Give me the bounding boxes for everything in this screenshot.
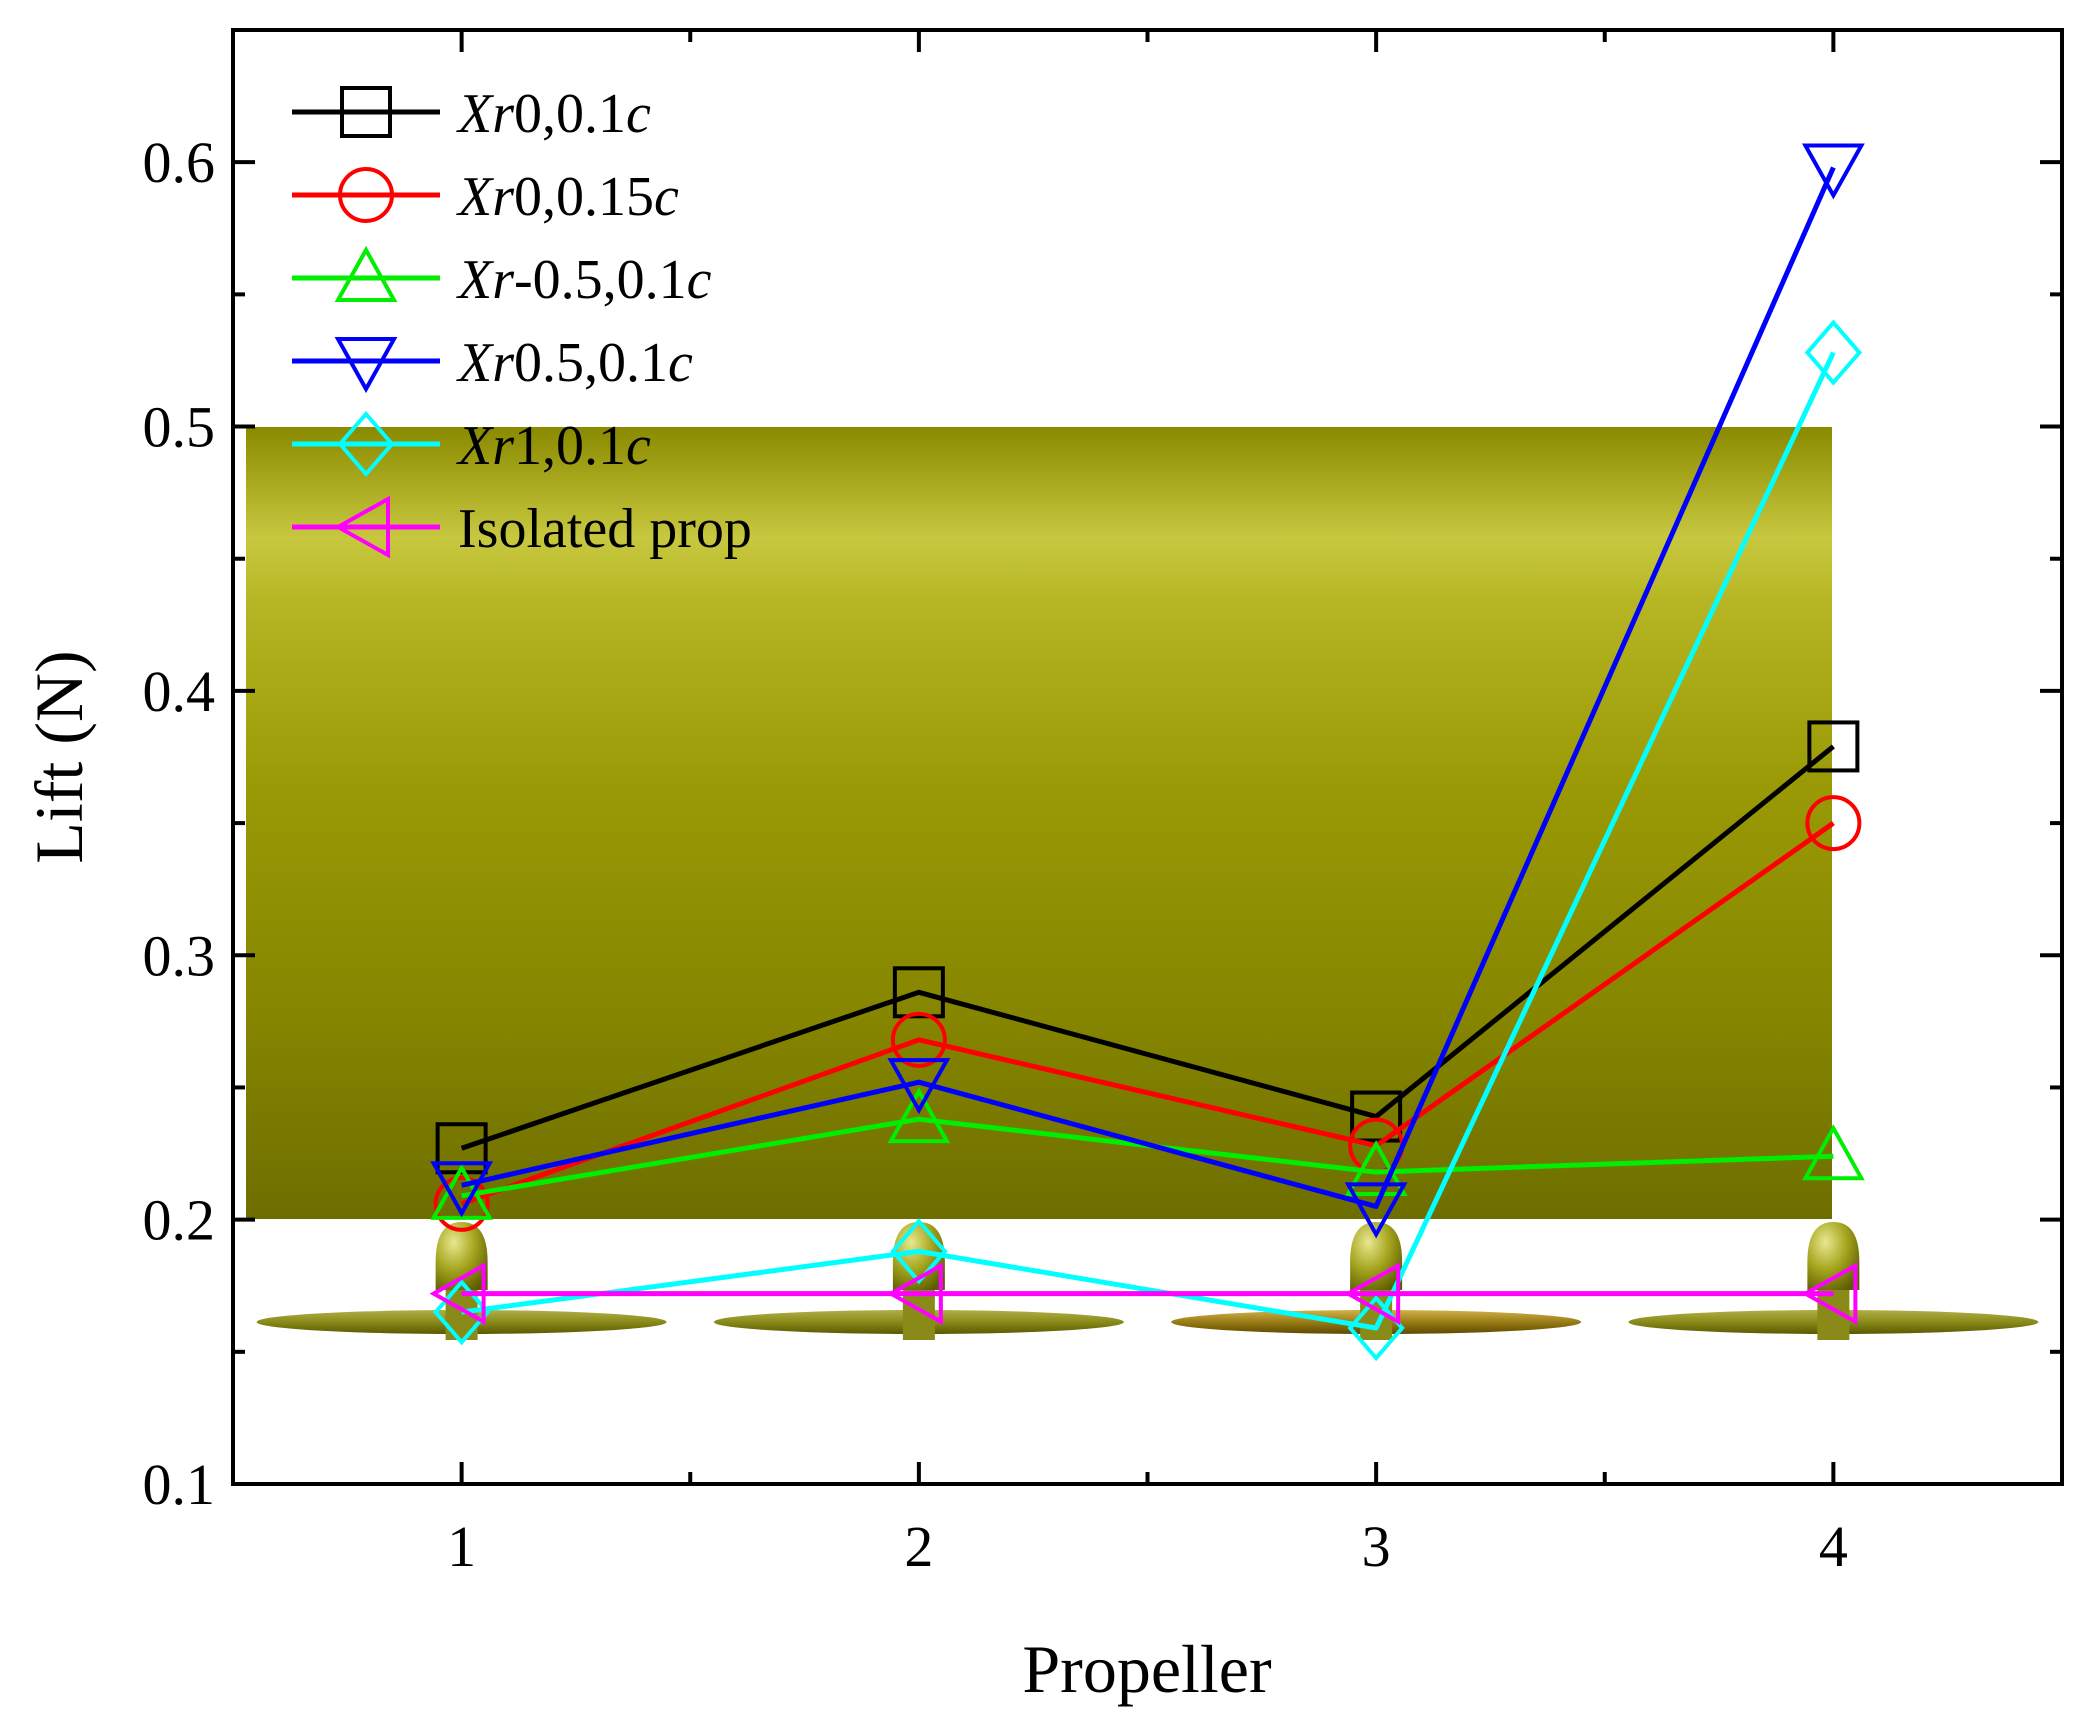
legend-entry-5: Xr1,0.1c <box>292 410 651 478</box>
legend-label: Xr1,0.1c <box>456 415 651 477</box>
data-point-marker <box>887 1087 951 1144</box>
legend-label: Xr0,0.15c <box>456 166 679 228</box>
x-tick-label: 1 <box>447 1514 476 1579</box>
data-point-marker <box>887 1058 951 1115</box>
x-tick-label: 3 <box>1362 1514 1391 1579</box>
legend-entry-2: Xr0,0.15c <box>292 166 679 228</box>
y-tick-label: 0.5 <box>143 395 216 460</box>
legend-entry-6: Isolated prop <box>292 495 752 560</box>
series-4 <box>430 143 1865 1239</box>
y-tick-label: 0.2 <box>143 1188 216 1253</box>
data-point-marker <box>1801 143 1865 200</box>
series-line <box>461 166 1836 1209</box>
data-point-marker <box>429 1262 486 1326</box>
data-point-marker <box>1344 1262 1401 1326</box>
series-layer <box>429 143 1865 1362</box>
data-point-marker <box>1807 720 1860 773</box>
x-tick-label: 2 <box>904 1514 933 1579</box>
data-point-marker <box>430 1161 494 1218</box>
series-line <box>460 821 1835 1207</box>
data-point-marker <box>430 1163 494 1220</box>
y-tick-label: 0.1 <box>143 1452 216 1517</box>
x-tick-label: 4 <box>1819 1514 1848 1579</box>
propeller-4 <box>1628 1222 2039 1340</box>
series-line <box>460 744 1835 1151</box>
y-axis-title: Lift (N) <box>21 650 97 863</box>
legend-entry-4: Xr0.5,0.1c <box>292 332 693 394</box>
data-point-marker <box>432 1279 491 1346</box>
legend-label: Isolated prop <box>458 498 752 560</box>
legend-label: Xr0,0.1c <box>456 83 651 145</box>
data-point-marker <box>1805 795 1862 852</box>
legend-entry-1: Xr0,0.1c <box>292 83 651 145</box>
legend-marker <box>340 86 392 138</box>
data-point-marker <box>890 1218 948 1285</box>
legend: Xr0,0.1c Xr0,0.15c Xr-0.5,0.1c Xr0.5,0.1c Xr… <box>292 83 752 560</box>
legend-label: Xr-0.5,0.1c <box>456 249 712 311</box>
data-point-marker <box>1344 1182 1408 1239</box>
wing-body <box>246 427 1832 1219</box>
y-tick-label: 0.3 <box>143 923 216 988</box>
legend-marker <box>334 245 398 302</box>
legend-entry-3: Xr-0.5,0.1c <box>292 245 712 311</box>
series-line <box>461 351 1836 1331</box>
data-point-marker <box>886 1262 943 1326</box>
data-point-marker <box>1801 1262 1858 1326</box>
data-point-marker <box>1801 1124 1865 1181</box>
propeller-hub <box>1807 1222 1860 1290</box>
series-6 <box>429 1262 1858 1326</box>
data-point-marker <box>435 1122 488 1175</box>
legend-marker <box>334 337 398 394</box>
data-point-marker <box>892 966 945 1019</box>
propeller-hub <box>435 1222 488 1290</box>
data-point-marker <box>890 1011 947 1068</box>
legend-marker <box>333 495 390 559</box>
wing-propeller-illustration <box>246 427 2039 1340</box>
axis-ticks <box>233 30 2062 1486</box>
x-axis-title: Propeller <box>1022 1631 1272 1707</box>
data-point-marker <box>1804 319 1863 386</box>
legend-marker <box>337 410 395 478</box>
y-tick-label: 0.4 <box>143 659 216 724</box>
propeller-hub <box>1350 1222 1403 1290</box>
legend-marker <box>338 167 394 223</box>
y-tick-label: 0.6 <box>143 130 216 195</box>
tick-labels: 0.1 0.2 0.3 0.4 0.5 0.6 1 2 3 4 <box>143 130 1848 1579</box>
legend-label: Xr0.5,0.1c <box>456 332 693 394</box>
data-point-marker <box>433 1175 490 1232</box>
